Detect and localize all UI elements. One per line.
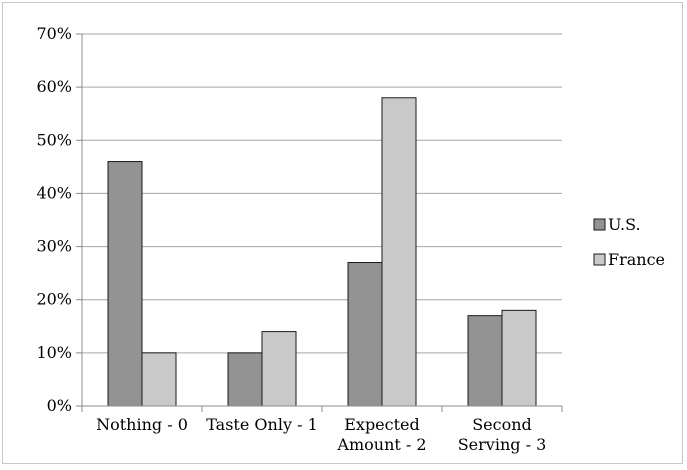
category-label: Expected (344, 415, 420, 434)
y-tick-label: 0% (47, 396, 72, 415)
category-label: Nothing - 0 (96, 415, 188, 434)
legend: U.S. France (593, 215, 665, 269)
bar-u-s-4 (467, 315, 503, 407)
y-tick-label: 50% (36, 130, 72, 149)
category-label: Second (472, 415, 532, 434)
bar-france-2 (261, 331, 297, 407)
y-tick-label: 10% (36, 343, 72, 362)
bar-u-s-2 (227, 352, 263, 407)
legend-label: U.S. (608, 215, 641, 234)
y-tick-label: 20% (36, 290, 72, 309)
y-axis-tick-labels: 0% 10% 20% 30% 40% 50% 60% 70% (36, 24, 72, 415)
y-tick-label: 70% (36, 24, 72, 43)
bar-france-3 (381, 97, 417, 407)
y-tick-label: 30% (36, 237, 72, 256)
bar-u-s-3 (347, 262, 383, 407)
bar-france-4 (501, 309, 537, 407)
x-axis-category-labels: Nothing - 0 Taste Only - 1 ExpectedAmount … (96, 415, 546, 454)
bar-u-s-1 (107, 161, 143, 407)
axes (76, 33, 563, 412)
gridlines (82, 33, 562, 354)
y-tick-label: 40% (36, 183, 72, 202)
category-label: Amount - 2 (336, 435, 426, 454)
legend-label: France (608, 250, 665, 269)
chart-frame: 0% 10% 20% 30% 40% 50% 60% 70% Nothing - 0 Taste… (2, 2, 683, 464)
category-label: Serving - 3 (458, 435, 547, 454)
bars (107, 97, 537, 407)
bar-chart: 0% 10% 20% 30% 40% 50% 60% 70% Nothing - 0 Taste… (36, 24, 665, 454)
category-label: Taste Only - 1 (206, 415, 318, 434)
legend-swatch (593, 218, 606, 231)
legend-swatch (593, 253, 606, 266)
y-tick-label: 60% (36, 77, 72, 96)
bar-france-1 (141, 352, 177, 407)
